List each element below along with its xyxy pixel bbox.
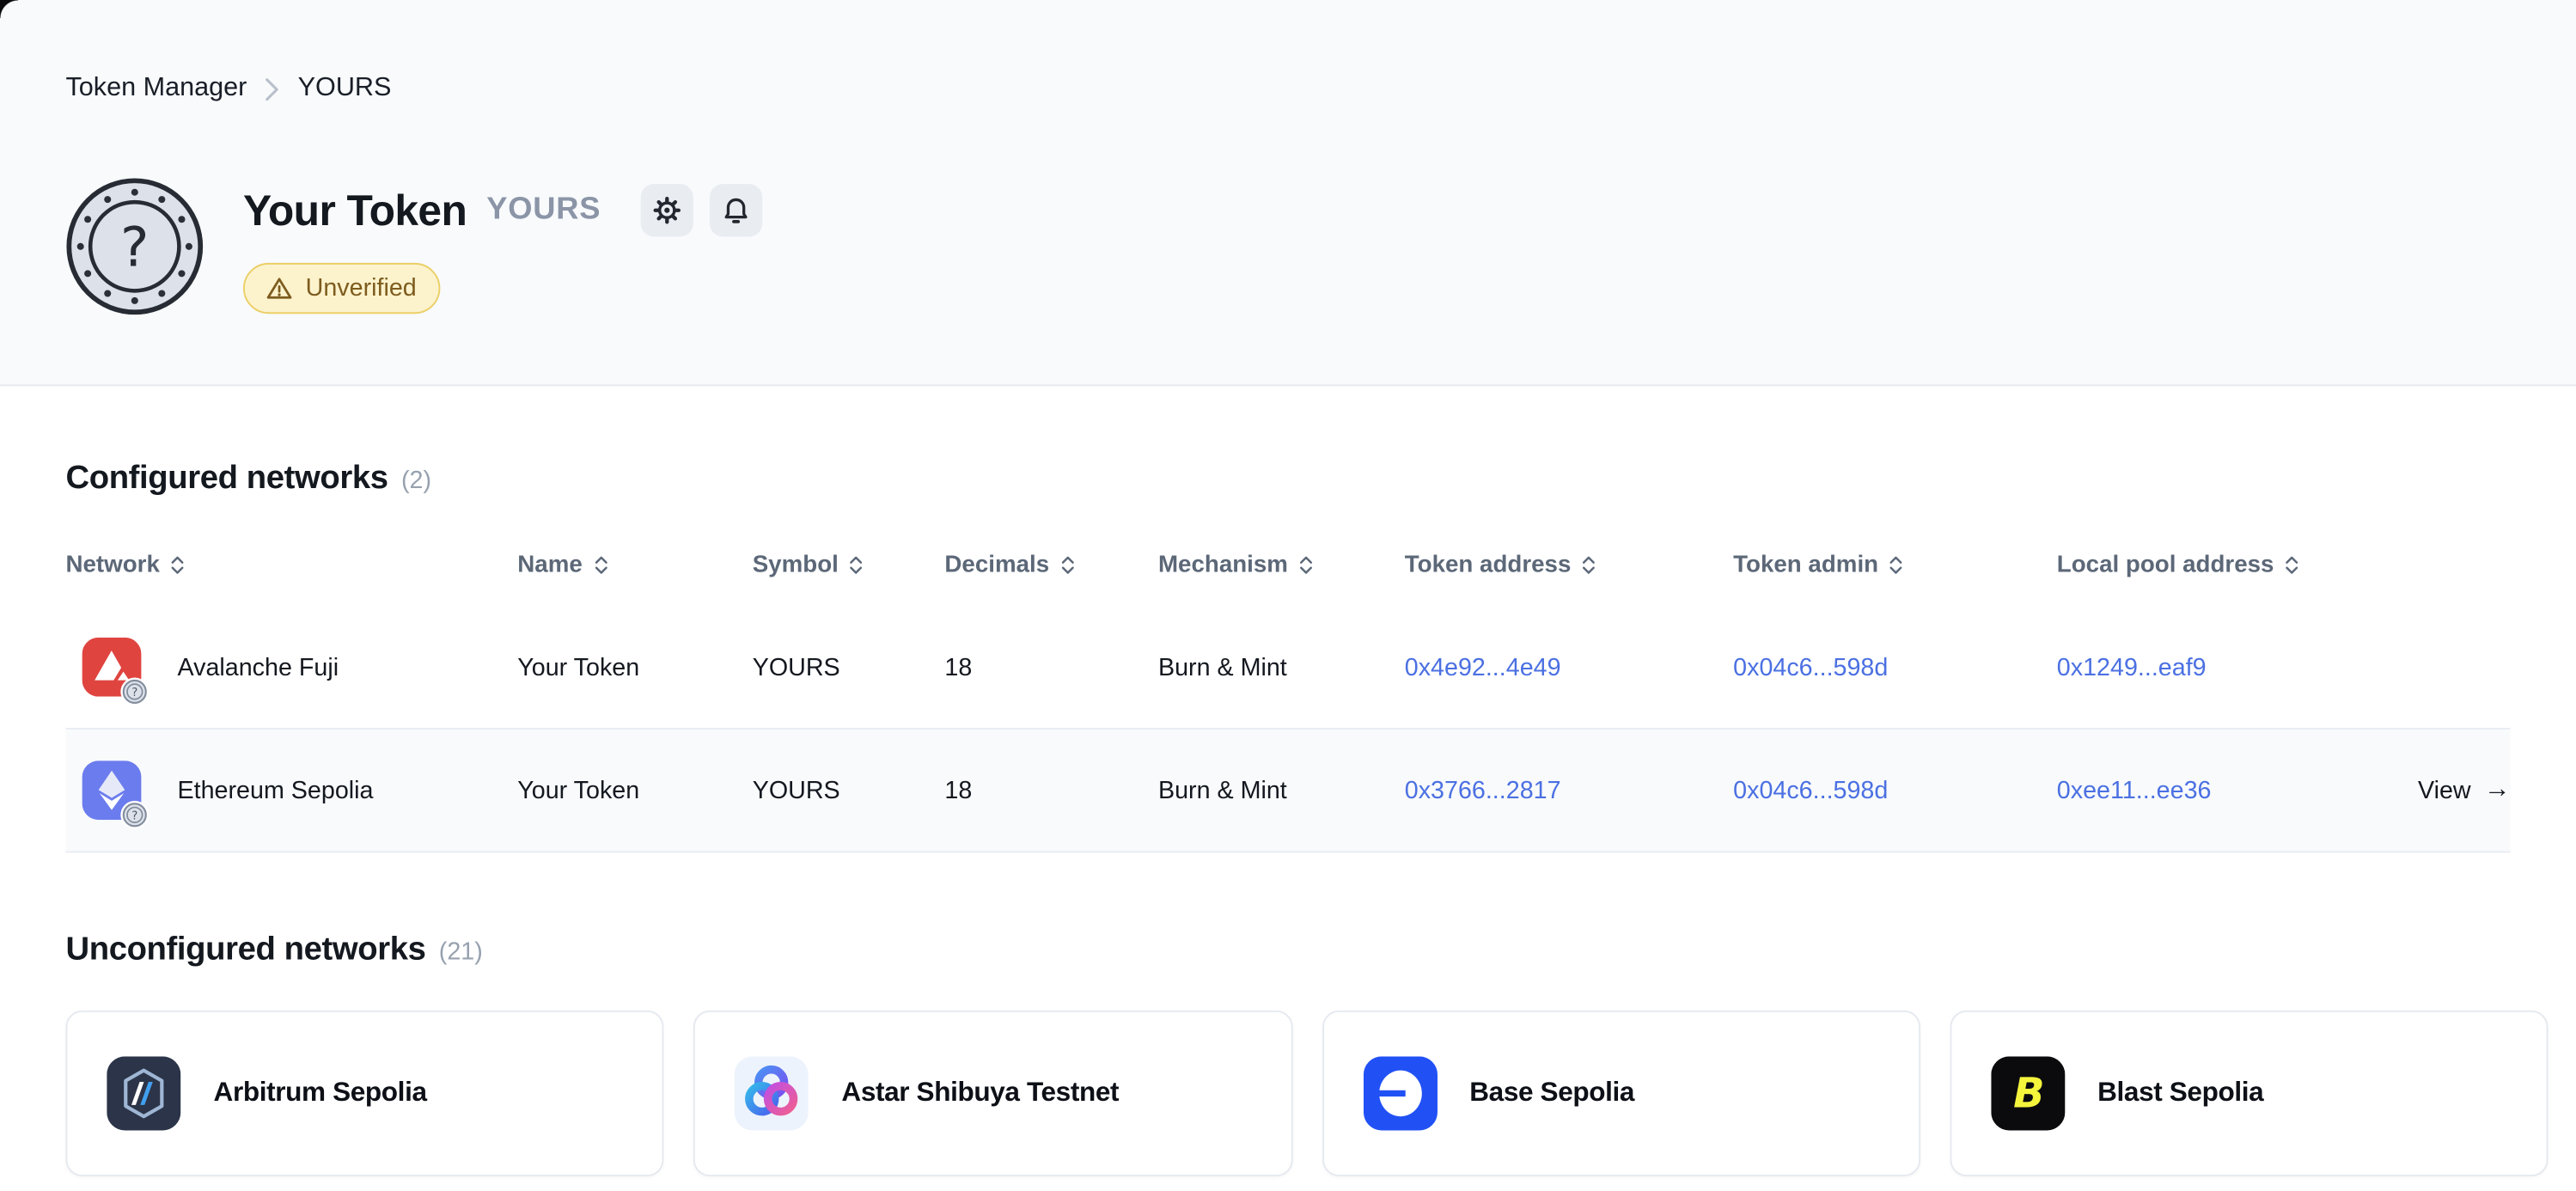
column-label: Mechanism (1157, 552, 1288, 579)
cell-mechanism: Burn & Mint (1157, 653, 1287, 681)
network-card-blast-sepolia[interactable]: B Blast Sepolia (1950, 1010, 2549, 1176)
breadcrumb-current: YOURS (297, 74, 392, 102)
column-header-name[interactable]: Name (517, 552, 752, 578)
sort-icon (2286, 556, 2298, 574)
card-label: Arbitrum Sepolia (213, 1078, 427, 1108)
column-header-network[interactable]: Network (65, 552, 517, 578)
unconfigured-network-cards: Arbitrum Sepolia (65, 1010, 2549, 1176)
breadcrumb: Token Manager YOURS (65, 72, 2510, 105)
column-header-symbol[interactable]: Symbol (753, 552, 945, 578)
column-label: Decimals (944, 552, 1050, 579)
network-card-arbitrum-sepolia[interactable]: Arbitrum Sepolia (65, 1010, 664, 1176)
arbitrum-logo-icon (107, 1056, 181, 1131)
column-header-token-admin[interactable]: Token admin (1733, 552, 2057, 578)
table-header-row: Network Name Symbol Decimals Mechanism (65, 524, 2510, 607)
card-label: Base Sepolia (1469, 1078, 1635, 1108)
breadcrumb-token-manager[interactable]: Token Manager (65, 74, 247, 102)
token-address-link[interactable]: 0x3766...2817 (1404, 776, 1561, 804)
network-name: Avalanche Fuji (177, 653, 339, 681)
network-card-astar-shibuya-testnet[interactable]: Astar Shibuya Testnet (693, 1010, 1292, 1176)
unconfigured-networks-title: Unconfigured networks (65, 931, 426, 968)
cell-decimals: 18 (944, 776, 973, 804)
placeholder-coin-badge-icon: ? (120, 800, 150, 829)
token-title-block: Your Token YOURS (242, 177, 762, 315)
placeholder-coin-badge-icon: ? (120, 677, 150, 706)
network-name: Ethereum Sepolia (177, 776, 374, 804)
sort-icon (1890, 556, 1903, 574)
network-card-base-sepolia[interactable]: Base Sepolia (1322, 1010, 1920, 1176)
cell-symbol: YOURS (752, 776, 840, 804)
token-admin-link[interactable]: 0x04c6...598d (1733, 653, 1889, 681)
sort-icon (850, 556, 863, 574)
view-label: View (2417, 776, 2471, 804)
ethereum-sepolia-logo-icon: ? (82, 760, 150, 829)
sort-icon (1583, 556, 1596, 574)
column-label: Symbol (752, 552, 839, 579)
svg-text:?: ? (120, 216, 149, 279)
sort-icon (171, 556, 184, 574)
svg-text:B: B (2013, 1071, 2044, 1118)
column-label: Network (65, 552, 160, 579)
svg-text:?: ? (131, 809, 137, 822)
sort-icon (594, 556, 607, 574)
card-label: Blast Sepolia (2097, 1078, 2264, 1108)
sort-icon (1300, 556, 1312, 574)
base-logo-icon (1362, 1056, 1438, 1131)
table-row-avalanche-fuji[interactable]: ? Avalanche Fuji Your Token YOURS 18 Bur… (65, 607, 2511, 730)
column-label: Name (517, 552, 583, 579)
configured-networks-count: (2) (400, 467, 432, 495)
token-address-link[interactable]: 0x4e92...4e49 (1404, 653, 1561, 681)
notifications-button[interactable] (709, 184, 762, 237)
column-label: Local pool address (2056, 552, 2274, 579)
svg-text:?: ? (131, 687, 137, 699)
view-link[interactable]: View → (2418, 775, 2511, 804)
unconfigured-networks-count: (21) (438, 938, 483, 967)
cell-name: Your Token (517, 653, 640, 681)
token-admin-link[interactable]: 0x04c6...598d (1733, 776, 1889, 804)
local-pool-address-link[interactable]: 0xee11...ee36 (2056, 776, 2212, 804)
column-label: Token admin (1733, 552, 1879, 579)
cell-symbol: YOURS (752, 653, 840, 681)
placeholder-coin-icon: ? (66, 178, 204, 315)
badge-label: Unverified (305, 274, 417, 302)
breadcrumb-chevron-icon (265, 76, 279, 101)
token-symbol: YOURS (486, 192, 601, 227)
token-header: ? Your Token YOURS (65, 177, 2510, 315)
column-header-decimals[interactable]: Decimals (944, 552, 1158, 578)
column-header-mechanism[interactable]: Mechanism (1158, 552, 1405, 578)
page-title: Your Token (242, 185, 467, 235)
token-avatar: ? (65, 177, 204, 315)
cell-mechanism: Burn & Mint (1157, 776, 1287, 804)
blast-logo-icon: B (1990, 1056, 2065, 1131)
cell-name: Your Token (517, 776, 640, 804)
table-row-ethereum-sepolia[interactable]: ? Ethereum Sepolia Your Token YOURS 18 B… (65, 729, 2511, 853)
local-pool-address-link[interactable]: 0x1249...eaf9 (2056, 653, 2207, 681)
warning-icon (266, 276, 293, 301)
token-hero-section: Token Manager YOURS ? (0, 0, 2576, 387)
cell-decimals: 18 (944, 653, 973, 681)
unverified-badge: Unverified (242, 262, 440, 315)
arrow-right-icon: → (2483, 775, 2511, 803)
column-header-local-pool-address[interactable]: Local pool address (2057, 552, 2369, 578)
window-corner (0, 0, 19, 19)
configured-networks-section: Configured networks (2) Network Name Sym… (65, 460, 2511, 853)
settings-button[interactable] (640, 184, 693, 237)
avalanche-fuji-logo-icon: ? (82, 637, 150, 706)
configured-networks-title: Configured networks (65, 460, 388, 497)
unconfigured-networks-section: Unconfigured networks (21) Arbitrum Sepo… (65, 931, 2549, 1176)
column-label: Token address (1404, 552, 1572, 579)
bell-icon (721, 195, 750, 226)
card-label: Astar Shibuya Testnet (841, 1078, 1120, 1108)
sort-icon (1061, 556, 1074, 574)
main-content: Configured networks (2) Network Name Sym… (0, 460, 2576, 1176)
column-header-token-address[interactable]: Token address (1405, 552, 1733, 578)
astar-logo-icon (735, 1056, 809, 1131)
gear-icon (652, 196, 681, 225)
